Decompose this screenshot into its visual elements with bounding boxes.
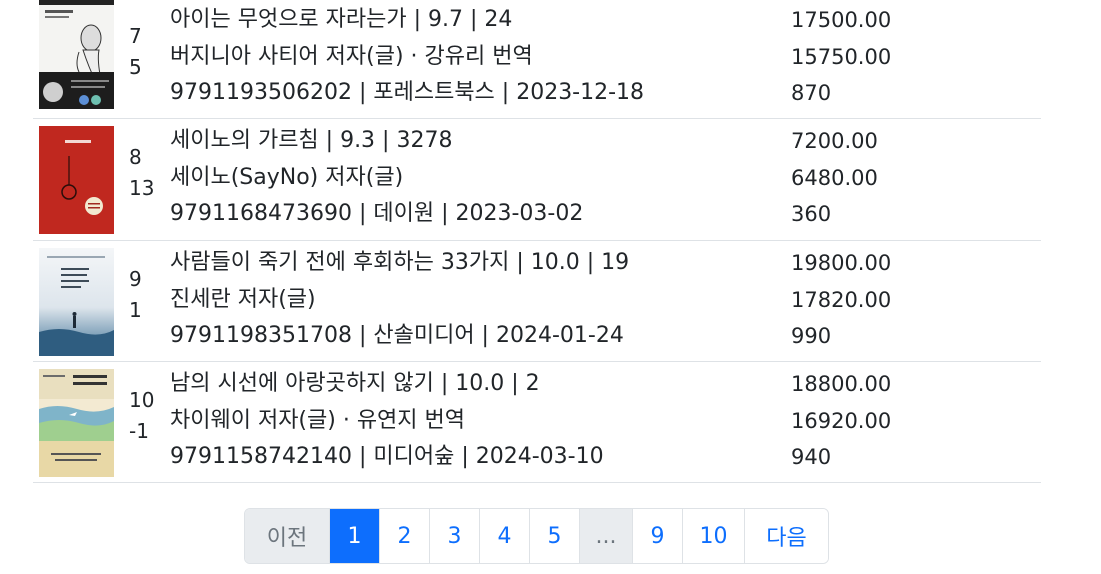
page-4-button[interactable]: 4 xyxy=(479,509,529,563)
book-author-line: 세이노(SayNo) 저자(글) xyxy=(170,164,404,190)
page-1-button[interactable]: 1 xyxy=(329,509,379,563)
list-price: 18800.00 xyxy=(791,372,892,396)
book-cover-image[interactable] xyxy=(39,126,114,234)
points-value: 990 xyxy=(791,324,832,348)
book-title-line[interactable]: 아이는 무엇으로 자라는가 | 9.7 | 24 xyxy=(170,7,513,32)
table-row: 7 5 아이는 무엇으로 자라는가 | 9.7 | 24 버지니아 사티어 저자… xyxy=(33,0,1041,119)
rank-number: 8 xyxy=(129,145,142,169)
book-cover-image[interactable] xyxy=(39,369,114,477)
book-author-line: 버지니아 사티어 저자(글) · 강유리 번역 xyxy=(170,43,533,69)
sale-price: 6480.00 xyxy=(791,165,878,190)
book-info: 사람들이 죽기 전에 후회하는 33가지 | 10.0 | 19 진세란 저자(… xyxy=(170,245,629,355)
rank-cell: 10 -1 xyxy=(129,385,161,447)
book-title-line[interactable]: 사람들이 죽기 전에 후회하는 33가지 | 10.0 | 19 xyxy=(170,250,630,275)
book-info: 아이는 무엇으로 자라는가 | 9.7 | 24 버지니아 사티어 저자(글) … xyxy=(170,2,644,112)
table-row: 9 1 사람들이 죽기 전에 후회하는 33가지 | 10.0 | 19 진세란… xyxy=(33,241,1041,362)
sale-price: 17820.00 xyxy=(791,287,892,312)
price-cell: 7200.00 6480.00 360 xyxy=(791,123,878,233)
price-cell: 19800.00 17820.00 990 xyxy=(791,245,891,355)
list-price: 19800.00 xyxy=(791,251,892,275)
pagination: 이전 1 2 3 4 5 ... 9 10 다음 xyxy=(244,508,829,564)
book-author-line: 진세란 저자(글) xyxy=(170,286,316,312)
rank-cell: 7 5 xyxy=(129,21,161,83)
book-meta-line: 9791198351708 | 산솔미디어 | 2024-01-24 xyxy=(170,323,624,348)
book-meta-line: 9791193506202 | 포레스트북스 | 2023-12-18 xyxy=(170,80,645,105)
page-10-button[interactable]: 10 xyxy=(682,509,744,563)
book-title-line[interactable]: 세이노의 가르침 | 9.3 | 3278 xyxy=(170,128,453,153)
book-info: 세이노의 가르침 | 9.3 | 3278 세이노(SayNo) 저자(글) 9… xyxy=(170,123,583,233)
price-cell: 17500.00 15750.00 870 xyxy=(791,2,891,112)
prev-page-button[interactable]: 이전 xyxy=(245,509,329,563)
rank-number: 10 xyxy=(129,388,155,412)
rank-change: 1 xyxy=(129,298,142,322)
sale-price: 15750.00 xyxy=(791,44,892,69)
points-value: 870 xyxy=(791,81,832,105)
page-2-button[interactable]: 2 xyxy=(379,509,429,563)
rank-change: 5 xyxy=(129,55,142,79)
book-cover-image[interactable] xyxy=(39,0,114,109)
page-3-button[interactable]: 3 xyxy=(429,509,479,563)
next-page-button[interactable]: 다음 xyxy=(744,509,828,563)
rank-number: 7 xyxy=(129,24,142,48)
book-cover-image[interactable] xyxy=(39,248,114,356)
sale-price: 16920.00 xyxy=(791,408,892,433)
rank-cell: 9 1 xyxy=(129,264,161,326)
pagination-ellipsis: ... xyxy=(579,509,632,563)
book-meta-line: 9791168473690 | 데이원 | 2023-03-02 xyxy=(170,201,584,226)
book-author-line: 차이웨이 저자(글) · 유연지 번역 xyxy=(170,407,466,433)
rank-change: -1 xyxy=(129,419,149,443)
points-value: 360 xyxy=(791,202,832,226)
points-value: 940 xyxy=(791,445,832,469)
book-list: 7 5 아이는 무엇으로 자라는가 | 9.7 | 24 버지니아 사티어 저자… xyxy=(33,0,1041,483)
book-meta-line: 9791158742140 | 미디어숲 | 2024-03-10 xyxy=(170,444,604,469)
page-5-button[interactable]: 5 xyxy=(529,509,579,563)
rank-number: 9 xyxy=(129,267,142,291)
rank-change: 13 xyxy=(129,176,155,200)
list-price: 17500.00 xyxy=(791,8,892,32)
book-title-line[interactable]: 남의 시선에 아랑곳하지 않기 | 10.0 | 2 xyxy=(170,371,540,396)
rank-cell: 8 13 xyxy=(129,142,161,204)
table-row: 10 -1 남의 시선에 아랑곳하지 않기 | 10.0 | 2 차이웨이 저자… xyxy=(33,362,1041,483)
page-9-button[interactable]: 9 xyxy=(632,509,682,563)
book-info: 남의 시선에 아랑곳하지 않기 | 10.0 | 2 차이웨이 저자(글) · … xyxy=(170,366,604,476)
table-row: 8 13 세이노의 가르침 | 9.3 | 3278 세이노(SayNo) 저자… xyxy=(33,119,1041,241)
list-price: 7200.00 xyxy=(791,129,878,153)
price-cell: 18800.00 16920.00 940 xyxy=(791,366,891,476)
